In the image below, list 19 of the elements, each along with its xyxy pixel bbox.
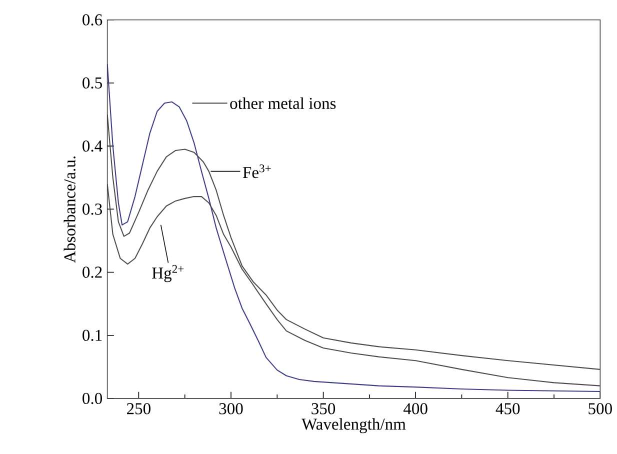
x-tick-label: 250 <box>127 403 150 414</box>
line-series <box>107 63 600 392</box>
series-label: Hg$^{2+}$ <box>152 265 184 282</box>
text: other metal ions <box>230 97 336 109</box>
x-tick-label: 400 <box>403 403 428 414</box>
series-label: Fe$^{3+}$ <box>242 164 271 178</box>
y-tick-label: 0.0 <box>82 392 102 404</box>
x-tick-label: 500 <box>588 403 612 414</box>
y-axis-title: Absorbance/a.u. <box>64 156 76 263</box>
y-tick-label: 0.6 <box>82 14 102 26</box>
x-tick-label: 450 <box>496 403 520 414</box>
y-tick-label: 0.1 <box>82 330 102 341</box>
y-tick-label: 0.3 <box>82 203 102 215</box>
y-tick-label: 0.2 <box>82 266 102 278</box>
x-axis-title: Wavelength/nm <box>302 418 406 434</box>
y-tick-label: 0.5 <box>82 77 102 89</box>
y-tick-label: 0.4 <box>82 140 102 152</box>
x-tick-label: 350 <box>312 403 336 414</box>
x-tick-label: 300 <box>219 403 243 414</box>
